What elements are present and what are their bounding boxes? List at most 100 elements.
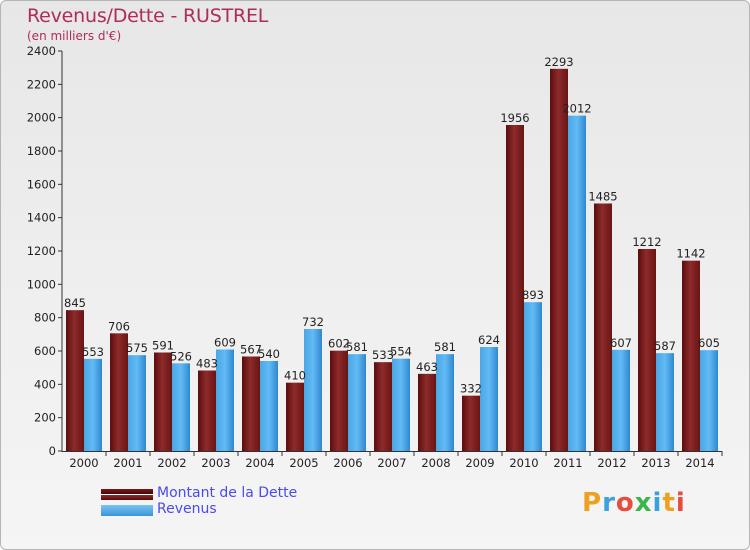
data-label-debt-2014: 1142 [676,247,705,261]
x-tick-label: 2005 [289,456,318,470]
y-tick-label: 200 [34,411,56,425]
bar-debt-2001 [110,333,128,451]
data-label-revenue-2013: 587 [654,339,676,353]
data-label-revenue-2005: 732 [302,315,324,329]
y-tick-label: 2200 [27,77,56,91]
data-label-debt-2013: 1212 [632,235,661,249]
data-label-debt-2001: 706 [108,319,130,333]
y-tick-label: 1000 [27,277,56,291]
legend-swatch-revenue [101,505,153,516]
data-label-revenue-2009: 624 [478,333,500,347]
bar-debt-2002 [154,352,172,451]
data-label-debt-2007: 533 [372,348,394,362]
x-tick-label: 2004 [245,456,274,470]
data-label-revenue-2003: 609 [214,336,236,350]
y-tick-label: 1800 [27,144,56,158]
data-label-debt-2012: 1485 [588,190,617,204]
data-label-debt-2011: 2293 [544,55,573,69]
data-label-debt-2000: 845 [64,296,86,310]
logo-letter: t [662,488,676,518]
bar-revenue-2014 [700,350,718,451]
proxiti-logo: Proxiti [582,488,686,518]
bar-debt-2004 [242,356,260,451]
x-tick-label: 2013 [641,456,670,470]
x-tick-label: 2001 [113,456,142,470]
x-tick-label: 2012 [597,456,626,470]
bar-debt-2012 [594,203,612,451]
bar-debt-2013 [638,249,656,451]
y-tick-label: 800 [34,311,56,325]
x-tick-label: 2002 [157,456,186,470]
data-label-revenue-2006: 581 [346,340,368,354]
bar-revenue-2004 [260,361,278,451]
bar-revenue-2011 [568,115,586,452]
x-tick-label: 2010 [509,456,538,470]
data-label-revenue-2000: 553 [82,345,104,359]
logo-letter: i [652,488,663,518]
data-label-revenue-2011: 2012 [562,102,591,116]
logo-letter: o [615,488,635,518]
data-label-debt-2004: 567 [240,343,262,357]
x-tick-label: 2009 [465,456,494,470]
data-label-revenue-2012: 607 [610,336,632,350]
logo-letter: r [602,488,616,518]
x-tick-label: 2000 [69,456,98,470]
bar-revenue-2005 [304,329,322,451]
bar-debt-2009 [462,395,480,451]
data-label-debt-2002: 591 [152,339,174,353]
bar-revenue-2007 [392,358,410,451]
data-label-debt-2005: 410 [284,369,306,383]
bar-revenue-2012 [612,349,630,451]
y-tick-label: 1600 [27,177,56,191]
data-label-revenue-2010: 893 [522,288,544,302]
x-tick-label: 2008 [421,456,450,470]
y-tick-label: 0 [49,444,56,458]
x-tick-label: 2006 [333,456,362,470]
logo-letter: x [634,488,653,518]
x-tick-label: 2014 [685,456,714,470]
data-label-debt-2009: 332 [460,382,482,396]
data-label-revenue-2014: 605 [698,336,720,350]
y-tick-label: 2400 [27,44,56,58]
bar-debt-2005 [286,382,304,451]
bar-revenue-2000 [84,358,102,451]
logo-letter: P [582,488,603,518]
bar-revenue-2009 [480,347,498,451]
bar-revenue-2010 [524,302,542,451]
y-tick-label: 600 [34,344,56,358]
y-tick-label: 2000 [27,111,56,125]
legend-label-debt: Montant de la Dette [157,485,298,501]
data-label-debt-2008: 463 [416,360,438,374]
bar-debt-2008 [418,373,436,451]
chart-subtitle: (en milliers d'€) [27,29,122,43]
bar-debt-2010 [506,125,524,451]
bar-debt-2007 [374,362,392,451]
bar-revenue-2008 [436,354,454,451]
data-label-revenue-2008: 581 [434,340,456,354]
data-label-revenue-2007: 554 [390,345,412,359]
bar-debt-2000 [66,310,84,451]
x-tick-label: 2007 [377,456,406,470]
data-label-debt-2003: 483 [196,357,218,371]
data-label-debt-2006: 602 [328,337,350,351]
bar-revenue-2013 [656,353,674,451]
legend-swatch-debt [101,489,153,500]
logo-letter: i [675,488,686,518]
bar-revenue-2003 [216,349,234,451]
bar-debt-2006 [330,350,348,451]
data-label-revenue-2002: 526 [170,349,192,363]
y-tick-label: 400 [34,377,56,391]
x-tick-label: 2003 [201,456,230,470]
y-tick-label: 1400 [27,211,56,225]
data-label-revenue-2004: 540 [258,347,280,361]
data-label-debt-2010: 1956 [500,111,529,125]
chart-title: Revenus/Dette - RUSTREL [27,5,269,27]
y-tick-label: 1200 [27,244,56,258]
data-label-revenue-2001: 575 [126,341,148,355]
legend-label-revenue: Revenus [157,501,217,517]
bar-revenue-2002 [172,363,190,451]
bar-revenue-2001 [128,355,146,451]
x-tick-label: 2011 [553,456,582,470]
